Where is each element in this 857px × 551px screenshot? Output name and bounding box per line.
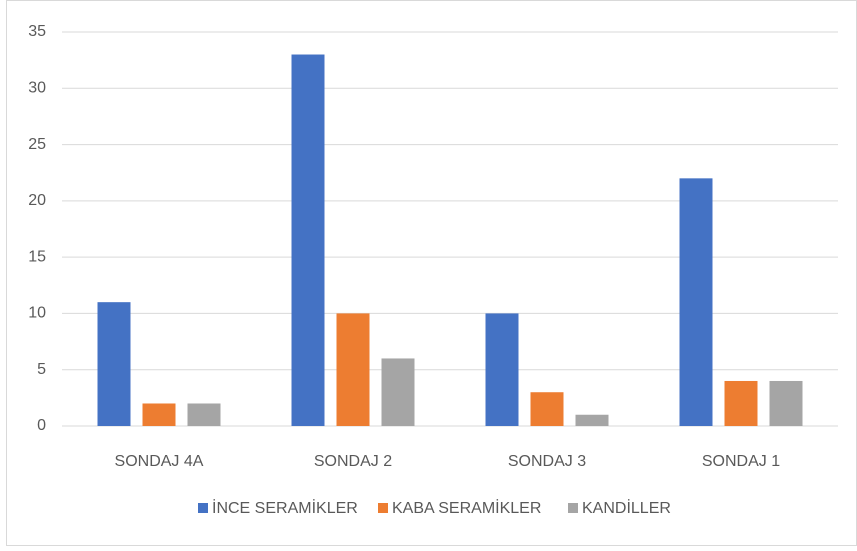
bar [97,302,131,426]
y-tick-label: 0 [37,417,46,434]
y-tick-label: 30 [28,80,46,97]
y-tick-label: 25 [28,136,46,153]
bar [336,313,370,426]
x-tick-label: SONDAJ 4A [115,453,204,470]
legend-swatch [378,503,388,513]
x-tick-label: SONDAJ 3 [508,453,586,470]
bar [381,358,415,426]
y-tick-label: 5 [37,361,46,378]
bar [485,313,519,426]
bar [679,178,713,426]
y-tick-label: 35 [28,23,46,40]
bar [187,403,221,426]
legend-label: KABA SERAMİKLER [392,498,541,517]
bar [142,403,176,426]
bar [724,380,758,426]
bar [575,414,609,426]
y-tick-label: 15 [28,248,46,265]
bar [530,392,564,426]
bar [769,380,803,426]
chart-border [6,0,857,546]
legend-swatch [568,503,578,513]
bar [291,54,325,427]
legend-swatch [198,503,208,513]
legend-label: İNCE SERAMİKLER [212,498,358,517]
y-tick-label: 20 [28,192,46,209]
x-tick-label: SONDAJ 1 [702,453,780,470]
legend-label: KANDİLLER [582,498,671,517]
x-tick-label: SONDAJ 2 [314,453,392,470]
y-tick-label: 10 [28,305,46,322]
